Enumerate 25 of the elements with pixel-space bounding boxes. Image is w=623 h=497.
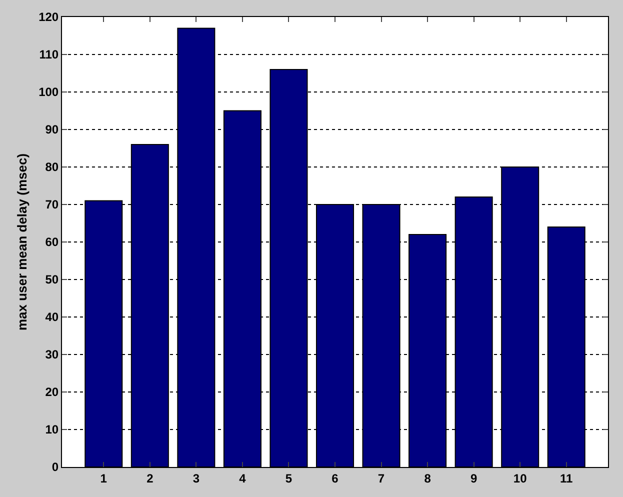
x-tick-label: 9 xyxy=(470,471,478,486)
x-tick-label: 11 xyxy=(560,471,574,486)
y-tick-label: 0 xyxy=(52,460,59,474)
y-tick-label: 120 xyxy=(38,10,59,24)
x-tick-label: 3 xyxy=(192,471,200,486)
y-tick-label: 50 xyxy=(45,272,59,287)
y-tick-label: 60 xyxy=(45,235,59,250)
y-tick-label: 100 xyxy=(38,85,59,100)
y-tick-label: 90 xyxy=(45,122,59,137)
x-tick-label: 8 xyxy=(424,471,432,486)
x-tick-label: 10 xyxy=(513,471,528,486)
y-tick-label: 40 xyxy=(45,310,59,324)
y-tick-label: 110 xyxy=(39,48,59,62)
y-tick-label: 70 xyxy=(45,198,59,212)
y-tick-label: 20 xyxy=(45,385,59,400)
x-tick-label: 7 xyxy=(378,471,385,486)
x-tick-label: 5 xyxy=(285,471,292,486)
x-tick-label: 6 xyxy=(332,471,339,486)
y-tick-label: 30 xyxy=(45,348,59,362)
x-tick-label: 2 xyxy=(146,471,154,486)
x-tick-label: 4 xyxy=(239,471,246,486)
y-tick-label: 80 xyxy=(45,160,59,174)
y-tick-label: 10 xyxy=(45,422,59,437)
x-tick-label: 1 xyxy=(100,471,108,486)
y-axis-title: max user mean delay (msec) xyxy=(14,153,30,331)
